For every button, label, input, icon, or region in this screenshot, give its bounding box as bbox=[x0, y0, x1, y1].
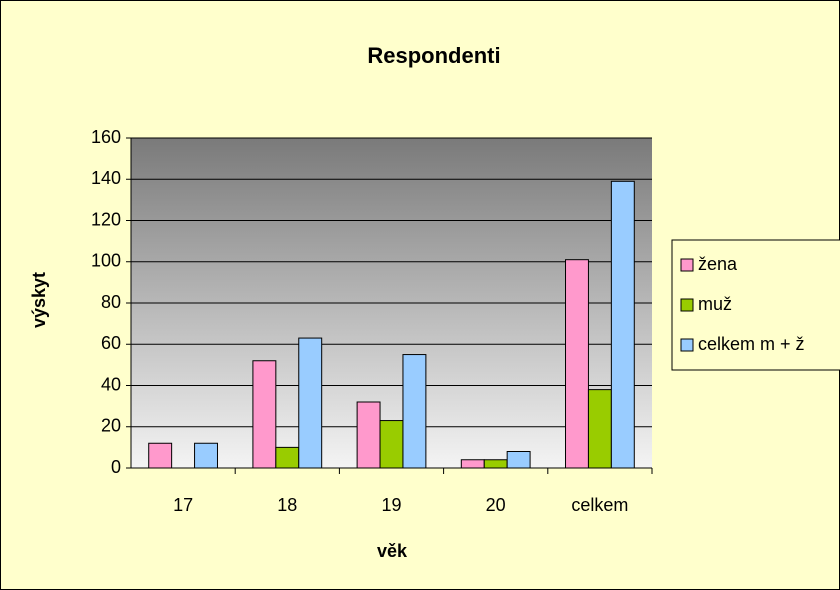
y-tick-label: 160 bbox=[91, 127, 121, 147]
legend-label: celkem m + ž bbox=[698, 334, 805, 354]
y-tick-label: 80 bbox=[101, 292, 121, 312]
chart-title: Respondenti bbox=[367, 43, 500, 68]
legend-label: muž bbox=[698, 294, 732, 314]
y-tick-label: 140 bbox=[91, 168, 121, 188]
bar bbox=[402, 354, 427, 469]
bar bbox=[610, 180, 635, 469]
x-tick-label: 18 bbox=[277, 495, 297, 515]
legend-swatch bbox=[680, 338, 694, 352]
legend-label: žena bbox=[698, 254, 738, 274]
bar bbox=[275, 446, 300, 469]
y-tick-label: 20 bbox=[101, 416, 121, 436]
bar bbox=[298, 337, 323, 469]
bar bbox=[483, 459, 508, 469]
legend bbox=[671, 239, 840, 371]
bar bbox=[252, 360, 277, 469]
x-tick-label: 19 bbox=[381, 495, 401, 515]
x-tick-label: 17 bbox=[173, 495, 193, 515]
legend-swatch bbox=[680, 258, 694, 272]
y-tick-label: 60 bbox=[101, 333, 121, 353]
x-axis-label: věk bbox=[377, 541, 408, 561]
y-tick-label: 40 bbox=[101, 374, 121, 394]
legend-swatch bbox=[680, 298, 694, 312]
bar bbox=[356, 401, 381, 469]
x-tick-label: 20 bbox=[486, 495, 506, 515]
bar bbox=[379, 420, 404, 469]
bar bbox=[506, 451, 531, 469]
y-axis-label: výskyt bbox=[29, 272, 49, 328]
bar bbox=[587, 389, 612, 469]
x-tick-label: celkem bbox=[571, 495, 628, 515]
y-tick-label: 120 bbox=[91, 209, 121, 229]
bar bbox=[194, 442, 218, 469]
bar bbox=[148, 442, 173, 469]
bar bbox=[460, 459, 485, 469]
y-tick-label: 100 bbox=[91, 251, 121, 271]
bar bbox=[565, 259, 589, 469]
y-tick-label: 0 bbox=[111, 457, 121, 477]
